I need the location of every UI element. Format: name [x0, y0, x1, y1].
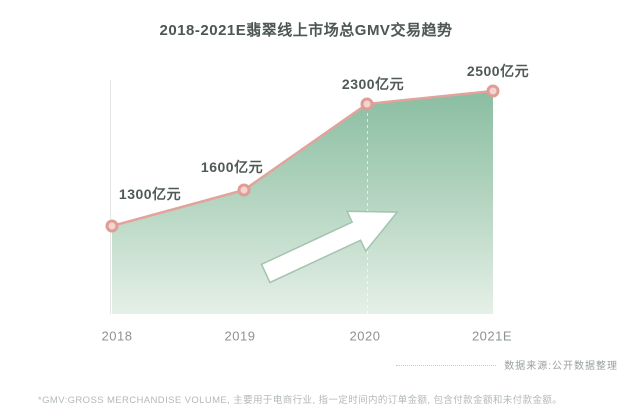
area-fill-shape	[112, 91, 493, 314]
dotted-divider	[396, 364, 497, 367]
trend-line	[110, 89, 495, 228]
gmv-footnote: *GMV:GROSS MERCHANDISE VOLUME, 主要用于电商行业,…	[38, 395, 563, 406]
x-axis-label-2020: 2020	[349, 328, 381, 344]
trend-line-path	[110, 89, 495, 228]
x-axis-label-2018: 2018	[101, 328, 133, 344]
data-point-2020	[360, 97, 374, 111]
value-label-2018: 1300亿元	[118, 186, 182, 202]
value-label-2020: 2300亿元	[341, 76, 405, 92]
x-axis-label-2019: 2019	[224, 328, 256, 344]
area-fill	[112, 91, 493, 314]
data-source-text: 数据来源:公开数据整理	[504, 361, 618, 372]
x-axis-label-2021E: 2021E	[471, 328, 513, 344]
chart-title: 2018-2021E翡翠线上市场总GMV交易趋势	[159, 22, 453, 39]
value-label-2021E: 2500亿元	[466, 63, 530, 79]
data-source-row: 数据来源:公开数据整理	[396, 357, 618, 372]
trend-arrow-icon	[260, 210, 399, 284]
data-point-2018	[105, 219, 119, 233]
data-point-2019	[237, 183, 251, 197]
data-point-markers	[105, 84, 500, 233]
value-label-2019: 1600亿元	[200, 159, 264, 175]
data-point-2021E	[486, 84, 500, 98]
